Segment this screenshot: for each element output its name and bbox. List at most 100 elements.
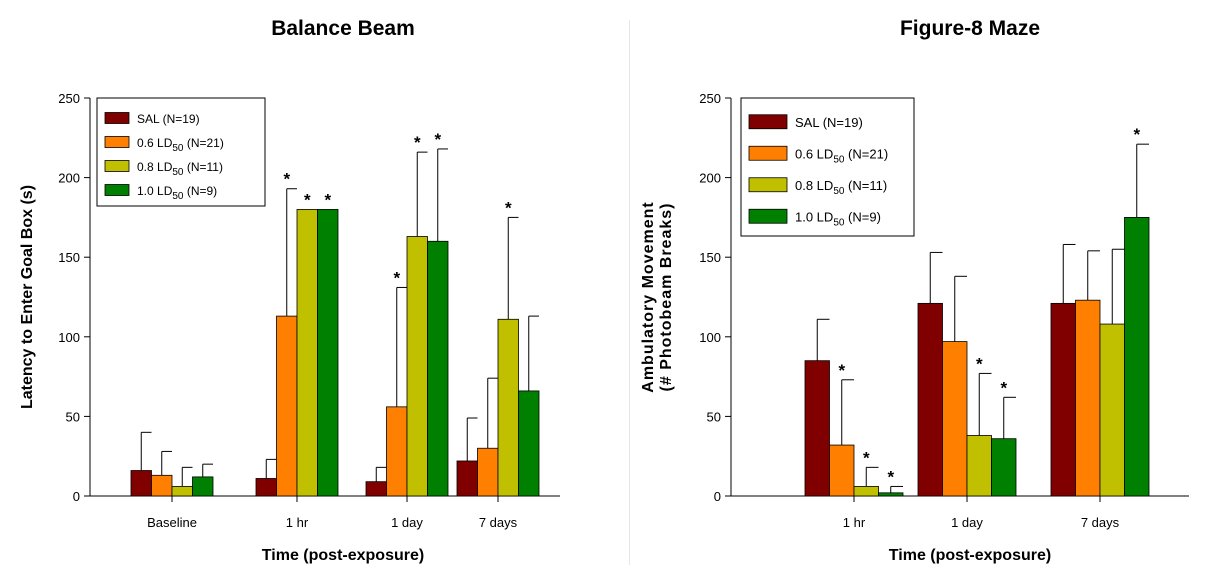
significance-marker: * (414, 133, 421, 152)
legend-label-1: SAL (N=19) (137, 112, 200, 126)
bar-2-1 (829, 444, 855, 497)
y-tick-label: 250 (58, 91, 80, 106)
bar-2-2 (942, 341, 968, 497)
y-tick-label: 50 (707, 409, 721, 424)
bar-2-2 (276, 315, 298, 497)
legend-label-subscript: 50 (833, 186, 845, 197)
legend-label-4: 1.0 LD50 (N=9) (137, 184, 217, 202)
x-tick-label: 7 days (479, 515, 518, 530)
bar-3-3 (406, 236, 428, 497)
bar-3-4 (497, 318, 519, 497)
significance-marker: * (1133, 125, 1140, 144)
y-tick-label: 150 (58, 250, 80, 265)
legend-label-main: 0.6 LD (795, 146, 833, 161)
bar-4-3 (427, 240, 449, 497)
legend-label-3: 0.8 LD50 (N=11) (795, 178, 887, 197)
bar-2-3 (386, 406, 408, 497)
bar-1-1 (804, 360, 830, 497)
y-tick-label: 100 (699, 330, 721, 345)
legend-label-1: SAL (N=19) (795, 115, 863, 130)
legend-label-main: 0.8 LD (137, 160, 173, 174)
legend-label-tail: (N=11) (844, 178, 887, 193)
y-axis-title: Latency to Enter Goal Box (s) (19, 185, 36, 409)
bar-2-3 (1075, 299, 1101, 497)
y-tick-label: 50 (66, 409, 80, 424)
legend-swatch-3 (104, 160, 130, 172)
significance-marker: * (887, 467, 894, 486)
bar-1-3 (1050, 302, 1076, 497)
significance-marker: * (324, 190, 331, 209)
x-axis-title: Time (post-exposure) (262, 547, 424, 564)
legend-label-tail: (N=9) (183, 184, 217, 198)
bar-1-4 (456, 460, 478, 497)
significance-marker: * (393, 268, 400, 287)
y-tick-label: 0 (714, 489, 721, 504)
legend-label-main: 1.0 LD (795, 209, 833, 224)
legend-label-main: SAL (795, 115, 819, 130)
legend-swatch-4 (748, 208, 788, 224)
legend-label-tail: (N=21) (844, 146, 888, 161)
y-tick-label: 150 (699, 250, 721, 265)
legend-swatch-1 (104, 112, 130, 124)
significance-marker: * (838, 361, 845, 380)
bar-3-2 (966, 435, 992, 497)
legend-swatch-2 (748, 145, 788, 161)
y-tick-label: 200 (58, 171, 80, 186)
legend-label-2: 0.6 LD50 (N=21) (795, 146, 888, 165)
bar-4-2 (991, 438, 1017, 497)
bar-4-3 (1124, 216, 1150, 497)
x-tick-label: Baseline (147, 515, 197, 530)
legend-label-main: 0.8 LD (795, 178, 833, 193)
legend-label-tail: (N=21) (183, 136, 223, 150)
bar-3-3 (1099, 323, 1125, 497)
legend-label-main: 0.6 LD (137, 136, 173, 150)
legend-label-subscript: 50 (172, 167, 184, 178)
chart-title: Balance Beam (271, 17, 415, 40)
bar-1-2 (917, 302, 943, 497)
bar-3-1 (853, 486, 879, 497)
bar-1-1 (130, 470, 152, 497)
chart-title: Figure-8 Maze (900, 17, 1040, 40)
x-tick-label: 1 day (951, 515, 983, 530)
legend-label-tail: (N=19) (159, 112, 199, 126)
legend-label-subscript: 50 (833, 217, 845, 228)
bar-3-1 (171, 486, 193, 497)
legend-swatch-3 (748, 177, 788, 193)
legend-label-4: 1.0 LD50 (N=9) (795, 209, 881, 228)
legend-label-3: 0.8 LD50 (N=11) (137, 160, 223, 178)
significance-marker: * (863, 448, 870, 467)
legend-label-tail: (N=11) (183, 160, 222, 174)
significance-marker: * (434, 130, 441, 149)
x-axis-title: Time (post-exposure) (889, 547, 1051, 564)
y-tick-label: 100 (58, 330, 80, 345)
x-tick-label: 1 hr (286, 515, 309, 530)
legend-swatch-2 (104, 136, 130, 148)
legend-swatch-4 (104, 184, 130, 196)
bar-1-3 (365, 481, 387, 497)
bar-4-2 (317, 209, 339, 497)
panel-divider (629, 20, 630, 565)
bar-1-2 (255, 478, 277, 497)
legend-label-subscript: 50 (172, 143, 184, 154)
legend-label-subscript: 50 (172, 191, 184, 202)
bar-3-2 (296, 209, 318, 497)
bar-2-4 (477, 447, 499, 497)
legend-label-subscript: 50 (833, 154, 845, 165)
legend-label-tail: (N=19) (819, 115, 863, 130)
x-tick-label: 1 day (391, 515, 423, 530)
x-tick-label: 1 hr (843, 515, 866, 530)
bar-2-1 (151, 474, 173, 497)
legend-label-tail: (N=9) (844, 209, 880, 224)
legend: SAL (N=19)0.6 LD50 (N=21)0.8 LD50 (N=11)… (740, 97, 915, 237)
figure8-maze-chart: Figure-8 Maze 0 50 100 150 200 250 Ambulatory M… (640, 17, 1189, 564)
y-axis-title-line2: (# Photobeam Breaks) (658, 203, 675, 392)
significance-marker: * (505, 198, 512, 217)
x-tick-label: 7 days (1081, 515, 1120, 530)
y-tick-label: 250 (699, 91, 721, 106)
y-axis-title: Ambulatory Movement (640, 201, 657, 392)
bar-4-4 (518, 390, 540, 497)
balance-beam-chart: Balance Beam 0 50 100 150 200 250 Latency to En… (19, 17, 560, 564)
legend-label-main: 1.0 LD (137, 184, 173, 198)
y-tick-label: 200 (699, 171, 721, 186)
